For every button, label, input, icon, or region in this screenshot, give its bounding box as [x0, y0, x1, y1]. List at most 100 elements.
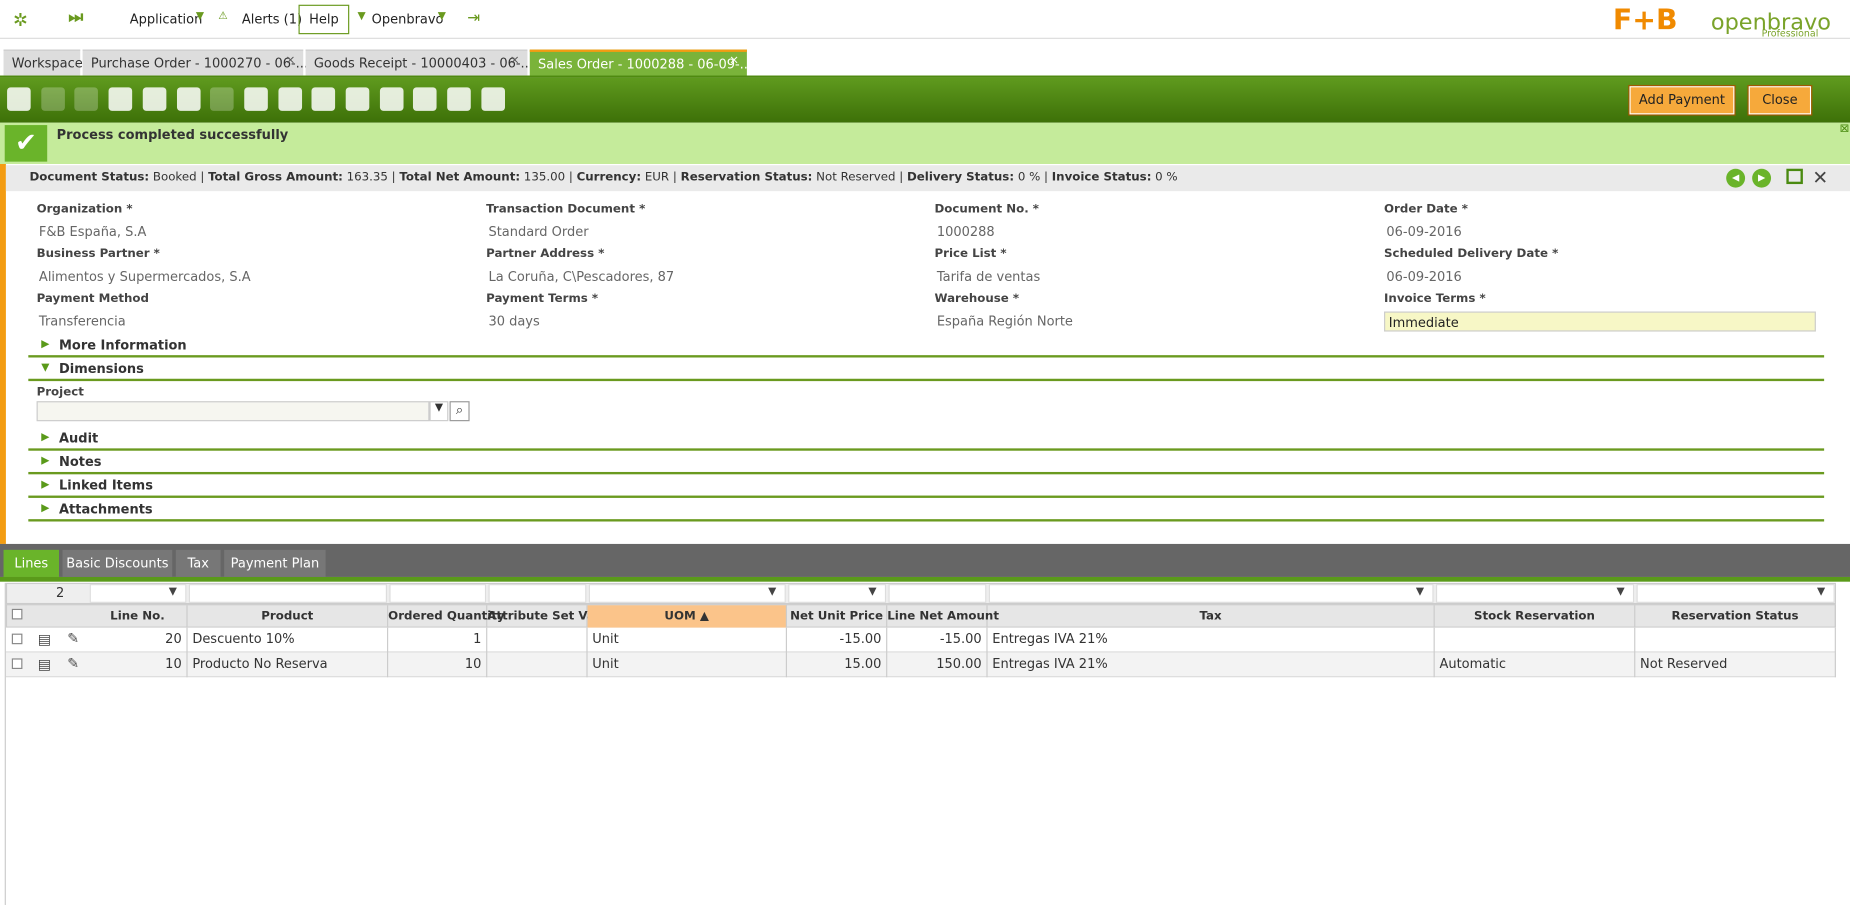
tab[interactable]: Sales Order - 1000288 - 06-09-...	[529, 49, 752, 76]
filter-dropdown[interactable]: ▼	[1415, 586, 1425, 599]
menu-arrow[interactable]: ▼	[357, 10, 366, 23]
row-edit-icon[interactable]: ✎	[67, 630, 80, 647]
close-form-button[interactable]: ✕	[1812, 166, 1829, 189]
toolbar-button[interactable]	[481, 87, 505, 111]
app-icon[interactable]: ✲	[12, 9, 28, 31]
menu-arrow[interactable]: ⚠	[218, 10, 228, 23]
column-header[interactable]: Attribute Set Value	[487, 605, 615, 628]
section-arrow[interactable]: ▶	[41, 479, 50, 491]
filter-cell[interactable]	[788, 584, 887, 603]
toolbar-button[interactable]	[244, 87, 268, 111]
tab[interactable]: Goods Receipt - 10000403 - 06-...	[305, 49, 533, 76]
toolbar-button[interactable]	[176, 87, 200, 111]
toolbar-button[interactable]	[7, 87, 31, 111]
filter-cell[interactable]	[1636, 584, 1835, 603]
section-title[interactable]: Notes	[58, 454, 102, 470]
top-menu[interactable]: Openbravo	[371, 11, 444, 28]
filter-dropdown[interactable]: ▼	[168, 586, 177, 599]
column-header[interactable]: Reservation Status	[1635, 605, 1836, 628]
subtab[interactable]: Payment Plan	[224, 549, 326, 577]
column-header[interactable]: Product	[188, 605, 389, 628]
subtab[interactable]: Tax	[175, 549, 221, 577]
toolbar-button[interactable]	[311, 87, 336, 111]
add-payment-button[interactable]: Add Payment	[1628, 84, 1736, 116]
filter-cell[interactable]	[888, 584, 987, 603]
filter-cell[interactable]	[389, 584, 487, 603]
message-close[interactable]: ⊠	[1839, 122, 1850, 136]
top-menu[interactable]: Alerts (1)	[241, 11, 303, 28]
section-arrow[interactable]: ▶	[41, 502, 50, 515]
filter-cell[interactable]	[488, 584, 587, 603]
column-header[interactable]: UOM ▲	[587, 605, 787, 628]
field-label: Price List *	[934, 247, 1007, 261]
tab-close[interactable]: ×	[285, 54, 296, 68]
grid-row[interactable]	[5, 652, 1836, 678]
menu-arrow[interactable]: ▼	[195, 10, 205, 23]
tab-close[interactable]: ×	[509, 54, 520, 68]
tab[interactable]: Workspace	[3, 49, 83, 76]
row-form-icon[interactable]: ▤	[37, 656, 52, 673]
toolbar-button[interactable]	[277, 87, 302, 111]
filter-cell[interactable]	[188, 584, 388, 603]
section-title[interactable]: Attachments	[58, 501, 153, 517]
toolbar-button[interactable]	[345, 87, 370, 111]
maximize-button[interactable]	[1786, 168, 1803, 185]
filter-dropdown[interactable]: ▼	[1616, 586, 1625, 599]
top-menu[interactable]: Application	[129, 11, 203, 28]
column-header[interactable]: Ordered Quantity	[388, 605, 505, 628]
toolbar-button[interactable]	[40, 87, 65, 111]
close-button[interactable]: Close	[1747, 84, 1813, 116]
section-title[interactable]: More Information	[58, 337, 187, 353]
section-arrow[interactable]: ▶	[41, 455, 50, 468]
toolbar-button[interactable]	[379, 87, 404, 111]
filter-dropdown[interactable]: ▼	[1817, 586, 1826, 599]
section-title[interactable]: Audit	[58, 430, 99, 447]
nav-icon[interactable]: ⏭	[68, 8, 84, 28]
project-input[interactable]	[36, 401, 430, 422]
field-label: Payment Terms *	[486, 292, 599, 306]
filter-cell[interactable]	[588, 584, 786, 603]
column-header[interactable]: Line Net Amount	[887, 605, 999, 628]
logout-icon[interactable]: ⇥	[467, 9, 481, 28]
subtab[interactable]: Basic Discounts	[62, 549, 173, 577]
nav-button[interactable]: ▶	[1752, 168, 1772, 188]
toolbar-button[interactable]	[210, 87, 234, 111]
tab[interactable]: Purchase Order - 1000270 - 06-...	[82, 49, 308, 76]
section-title[interactable]: Linked Items	[58, 477, 153, 494]
filter-cell[interactable]	[89, 584, 187, 603]
field-value[interactable]: Immediate	[1384, 311, 1816, 332]
section-arrow[interactable]: ▼	[41, 362, 50, 375]
menu-arrow[interactable]: ▼	[437, 10, 446, 23]
project-search[interactable]: ⌕	[449, 401, 470, 422]
section-arrow[interactable]: ▶	[41, 338, 50, 351]
toolbar-button[interactable]	[142, 87, 167, 111]
column-header[interactable]: Line No.	[88, 605, 188, 628]
toolbar-button[interactable]	[74, 87, 99, 111]
column-header[interactable]: Tax	[988, 605, 1435, 628]
section-arrow[interactable]: ▶	[41, 431, 50, 444]
status-value: 0 %	[1014, 171, 1041, 185]
row-edit-icon[interactable]: ✎	[67, 654, 80, 672]
column-header[interactable]: Stock Reservation	[1435, 605, 1636, 628]
row-form-icon[interactable]: ▤	[37, 631, 52, 648]
filter-cell[interactable]	[1435, 584, 1635, 603]
subtab[interactable]: Lines	[3, 549, 59, 577]
select-all[interactable]	[11, 608, 23, 620]
filter-dropdown[interactable]: ▼	[768, 586, 777, 599]
column-header[interactable]: Net Unit Price	[787, 605, 888, 628]
toolbar-button[interactable]	[447, 87, 471, 111]
project-dropdown[interactable]: ▼	[429, 401, 449, 422]
section-title[interactable]: Dimensions	[58, 361, 144, 377]
row-checkbox[interactable]	[11, 633, 23, 645]
top-menu[interactable]: Help	[298, 4, 350, 35]
toolbar-button[interactable]	[108, 87, 133, 111]
filter-cell[interactable]	[988, 584, 1434, 603]
tab-close[interactable]: ×	[729, 54, 740, 68]
status-value: Not Reserved	[812, 171, 896, 185]
nav-button[interactable]: ◀	[1726, 168, 1746, 188]
filter-dropdown[interactable]: ▼	[868, 586, 877, 599]
message-icon: ✔	[4, 125, 48, 162]
grid-row[interactable]	[5, 627, 1836, 653]
row-checkbox[interactable]	[11, 658, 23, 670]
toolbar-button[interactable]	[413, 87, 438, 111]
